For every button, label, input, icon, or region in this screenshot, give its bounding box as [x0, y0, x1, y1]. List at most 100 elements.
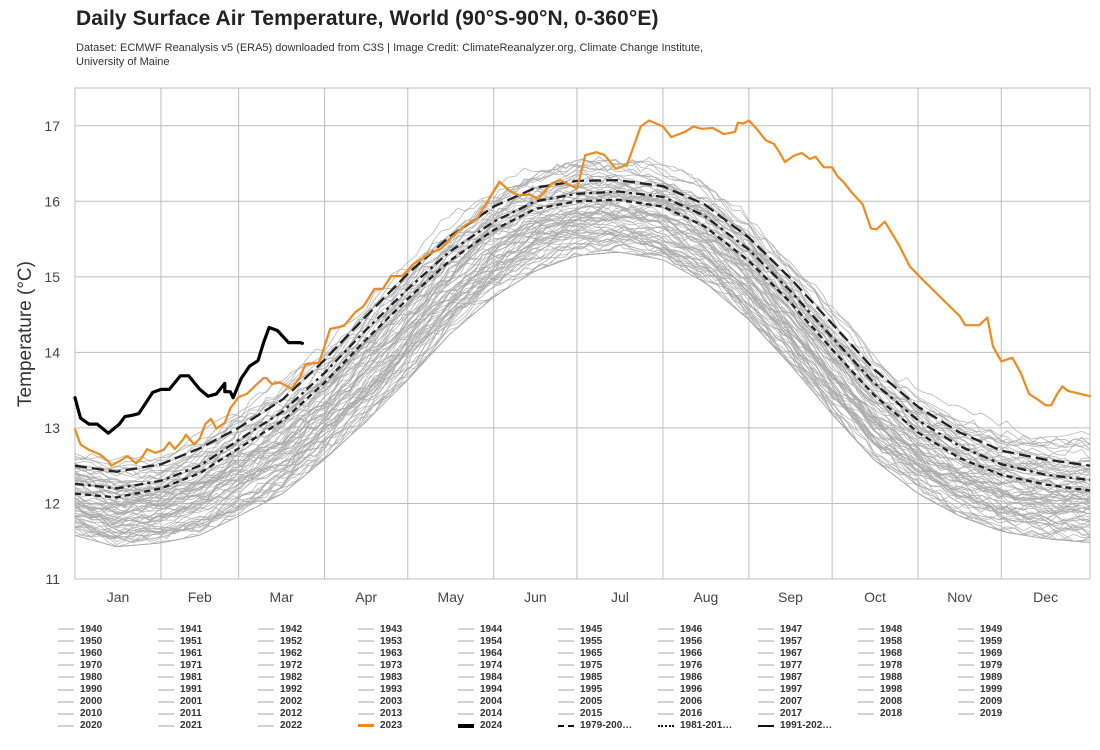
legend-item[interactable]: 2016 [658, 708, 758, 720]
legend-item[interactable]: 1984 [458, 671, 558, 683]
legend-swatch [858, 712, 874, 715]
legend-label: 2006 [680, 696, 703, 708]
legend-item[interactable]: 1977 [758, 659, 858, 671]
legend-item[interactable]: 1965 [558, 647, 658, 659]
legend-item[interactable]: 1992 [258, 683, 358, 695]
legend-item[interactable]: 1948 [858, 623, 958, 635]
legend-item[interactable]: 2013 [358, 708, 458, 720]
legend-swatch [658, 700, 674, 703]
legend-item[interactable]: 1964 [458, 647, 558, 659]
legend-item[interactable]: 2010 [58, 708, 158, 720]
legend-item[interactable]: 1959 [958, 635, 1058, 647]
legend-item[interactable]: 2004 [458, 696, 558, 708]
legend-item[interactable]: 2021 [158, 720, 258, 732]
legend-item[interactable]: 2024 [458, 720, 558, 732]
legend-item[interactable]: 1957 [758, 635, 858, 647]
legend-item[interactable]: 1995 [558, 683, 658, 695]
legend-item[interactable]: 1991-202… [758, 720, 858, 732]
legend-item[interactable]: 1968 [858, 647, 958, 659]
legend-item[interactable]: 2012 [258, 708, 358, 720]
legend-swatch [958, 652, 974, 655]
legend-item[interactable]: 1985 [558, 671, 658, 683]
legend-item[interactable]: 2022 [258, 720, 358, 732]
legend-swatch [158, 640, 174, 643]
legend-item[interactable]: 1996 [658, 683, 758, 695]
legend-item[interactable]: 1980 [58, 671, 158, 683]
legend-item[interactable]: 1972 [258, 659, 358, 671]
legend-item[interactable]: 1981 [158, 671, 258, 683]
legend-item[interactable]: 2005 [558, 696, 658, 708]
legend-item[interactable]: 1994 [458, 683, 558, 695]
legend-item[interactable]: 1966 [658, 647, 758, 659]
legend-item[interactable]: 2018 [858, 708, 958, 720]
legend-item[interactable]: 1971 [158, 659, 258, 671]
legend-label: 1940 [80, 623, 103, 635]
x-tick-label: Oct [864, 589, 886, 605]
legend-item[interactable]: 2003 [358, 696, 458, 708]
legend-item[interactable]: 1951 [158, 635, 258, 647]
legend-item[interactable]: 2017 [758, 708, 858, 720]
legend-item[interactable]: 1979-200… [558, 720, 658, 732]
legend-item[interactable]: 1949 [958, 623, 1058, 635]
legend-item[interactable]: 2006 [658, 696, 758, 708]
legend-item[interactable]: 1955 [558, 635, 658, 647]
legend-item[interactable]: 1963 [358, 647, 458, 659]
legend-item[interactable]: 2007 [758, 696, 858, 708]
legend-item[interactable]: 1990 [58, 683, 158, 695]
legend-item[interactable]: 1961 [158, 647, 258, 659]
legend-item[interactable]: 2002 [258, 696, 358, 708]
legend-item[interactable]: 2009 [958, 696, 1058, 708]
legend-item[interactable]: 1989 [958, 671, 1058, 683]
legend-item[interactable]: 1979 [958, 659, 1058, 671]
legend-item[interactable]: 1986 [658, 671, 758, 683]
legend-item[interactable]: 2011 [158, 708, 258, 720]
legend-item[interactable]: 1942 [258, 623, 358, 635]
legend-item[interactable]: 1976 [658, 659, 758, 671]
legend-item[interactable]: 1967 [758, 647, 858, 659]
legend-label: 1945 [580, 623, 603, 635]
legend-item[interactable]: 2023 [358, 720, 458, 732]
plot-frame [74, 87, 1091, 580]
legend-item[interactable]: 1953 [358, 635, 458, 647]
legend-item[interactable]: 1950 [58, 635, 158, 647]
legend-item[interactable]: 1974 [458, 659, 558, 671]
legend-item[interactable]: 1997 [758, 683, 858, 695]
legend-item[interactable]: 1978 [858, 659, 958, 671]
legend-item[interactable]: 1988 [858, 671, 958, 683]
legend-item[interactable]: 1970 [58, 659, 158, 671]
legend-item[interactable]: 2015 [558, 708, 658, 720]
legend-item[interactable]: 1940 [58, 623, 158, 635]
legend-item[interactable]: 2019 [958, 708, 1058, 720]
legend-item[interactable]: 2008 [858, 696, 958, 708]
legend-item[interactable]: 1969 [958, 647, 1058, 659]
legend-item[interactable]: 1983 [358, 671, 458, 683]
legend-label: 1979 [980, 659, 1003, 671]
legend-item[interactable]: 1991 [158, 683, 258, 695]
legend-item[interactable]: 2001 [158, 696, 258, 708]
legend-item[interactable]: 1945 [558, 623, 658, 635]
legend-item[interactable]: 1960 [58, 647, 158, 659]
legend-item[interactable]: 1998 [858, 683, 958, 695]
legend-item[interactable]: 1952 [258, 635, 358, 647]
legend-label: 1984 [480, 671, 503, 683]
legend-item[interactable]: 1973 [358, 659, 458, 671]
legend-item[interactable]: 1993 [358, 683, 458, 695]
legend-item[interactable]: 1987 [758, 671, 858, 683]
legend-item[interactable]: 1956 [658, 635, 758, 647]
legend-item[interactable]: 1954 [458, 635, 558, 647]
legend-item[interactable]: 1944 [458, 623, 558, 635]
legend-item[interactable]: 1947 [758, 623, 858, 635]
legend-label: 1987 [780, 671, 803, 683]
legend-item[interactable]: 1943 [358, 623, 458, 635]
legend-item[interactable]: 1962 [258, 647, 358, 659]
legend-item[interactable]: 1941 [158, 623, 258, 635]
legend-item[interactable]: 1946 [658, 623, 758, 635]
legend-item[interactable]: 1981-201… [658, 720, 758, 732]
legend-item[interactable]: 2000 [58, 696, 158, 708]
legend-item[interactable]: 1975 [558, 659, 658, 671]
legend-item[interactable]: 1999 [958, 683, 1058, 695]
legend-item[interactable]: 1958 [858, 635, 958, 647]
legend-item[interactable]: 1982 [258, 671, 358, 683]
legend-item[interactable]: 2014 [458, 708, 558, 720]
legend-item[interactable]: 2020 [58, 720, 158, 732]
